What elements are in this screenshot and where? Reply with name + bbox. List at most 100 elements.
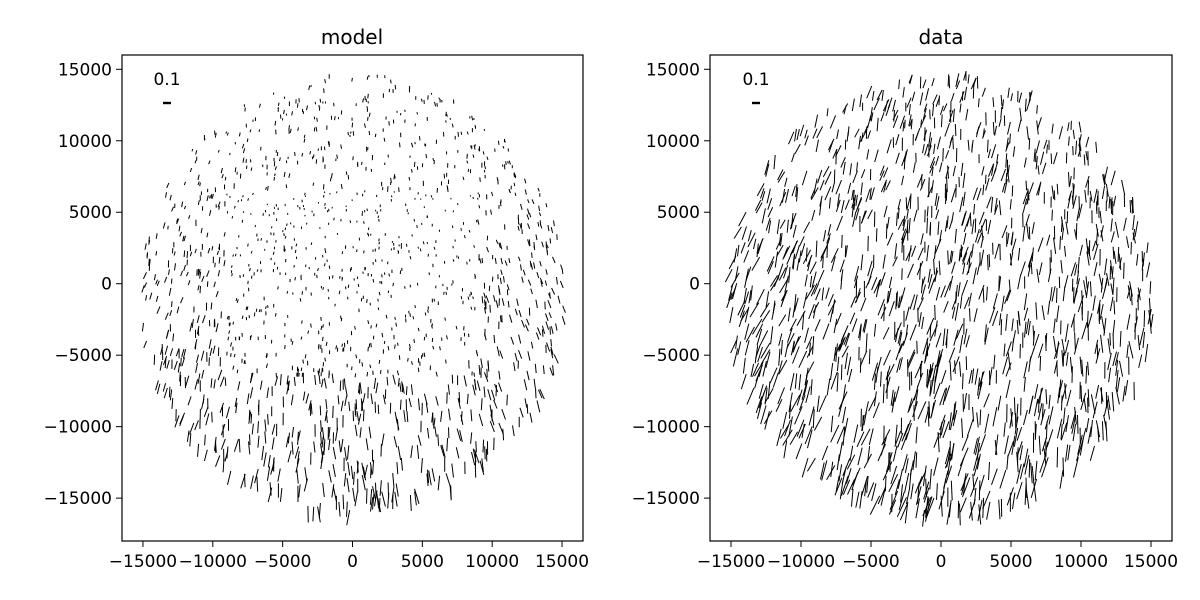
whisker — [1037, 181, 1042, 196]
whisker — [780, 339, 783, 355]
whisker — [935, 286, 941, 301]
whisker — [1085, 238, 1089, 255]
whisker — [794, 143, 801, 155]
whisker — [416, 445, 420, 459]
whisker — [261, 446, 265, 461]
whisker — [1068, 190, 1073, 201]
whisker — [1085, 418, 1090, 433]
whisker — [314, 375, 317, 385]
whisker — [1038, 343, 1044, 358]
whisker — [1076, 270, 1080, 285]
whisker — [518, 256, 521, 262]
whisker — [803, 221, 811, 234]
whisker — [1065, 444, 1069, 462]
whisker — [234, 253, 237, 257]
whisker — [758, 360, 764, 377]
whisker — [764, 411, 770, 430]
whisker — [537, 222, 540, 227]
whisker — [755, 202, 763, 214]
whisker — [893, 109, 895, 122]
whisker — [858, 135, 861, 150]
whisker — [296, 103, 299, 108]
whisker — [231, 265, 233, 268]
whisker — [889, 490, 899, 510]
whisker — [1030, 262, 1033, 275]
whisker — [256, 269, 259, 272]
whisker — [1068, 136, 1070, 146]
whisker — [897, 218, 905, 230]
whisker — [527, 239, 530, 246]
whisker — [765, 163, 770, 177]
whisker — [1025, 180, 1028, 191]
whisker — [265, 306, 267, 309]
whisker — [854, 265, 860, 282]
whisker — [788, 392, 793, 412]
whisker — [846, 356, 852, 376]
whisker — [909, 324, 917, 341]
whisker — [259, 380, 263, 390]
whisker — [784, 177, 788, 187]
whisker — [218, 206, 220, 210]
whisker — [213, 281, 216, 288]
whisker — [1014, 416, 1019, 435]
whisker — [1100, 225, 1104, 238]
whisker — [392, 374, 396, 385]
whisker — [925, 497, 935, 519]
whisker — [844, 333, 851, 347]
whisker — [782, 247, 789, 260]
whisker — [448, 408, 451, 421]
whisker — [377, 404, 380, 415]
whisker — [1094, 339, 1099, 354]
whisker — [329, 177, 332, 182]
whisker — [387, 345, 390, 351]
whisker — [854, 128, 860, 138]
whisker — [788, 131, 795, 145]
whisker — [284, 249, 286, 252]
whisker — [823, 230, 827, 242]
whisker — [819, 200, 822, 216]
whisker — [180, 270, 183, 277]
whisker — [297, 430, 301, 442]
x-tick-label: 15000 — [535, 552, 589, 572]
whisker — [982, 287, 985, 303]
whisker — [296, 469, 299, 484]
whisker — [462, 176, 465, 181]
whisker — [1104, 258, 1108, 275]
whisker — [546, 342, 551, 352]
whisker — [523, 379, 528, 391]
whisker — [1046, 234, 1051, 246]
whisker — [835, 149, 837, 165]
whisker — [250, 250, 253, 254]
whisker — [849, 312, 856, 325]
whisker — [219, 376, 225, 387]
whisker — [408, 176, 411, 181]
whisker — [860, 169, 866, 179]
whisker — [912, 451, 916, 471]
whisker — [382, 394, 386, 405]
whisker — [959, 196, 964, 213]
whisker — [998, 275, 1000, 292]
whisker — [894, 430, 902, 447]
whisker — [997, 395, 1002, 411]
whisker — [971, 368, 975, 384]
whisker — [286, 291, 289, 294]
whisker — [540, 280, 543, 287]
whisker — [1039, 355, 1042, 371]
whisker — [265, 186, 267, 190]
whisker — [789, 318, 797, 332]
whisker — [822, 166, 830, 178]
whisker — [533, 262, 536, 269]
whisker — [992, 310, 999, 326]
whisker — [374, 133, 377, 138]
whisker — [470, 306, 473, 310]
whisker — [1129, 200, 1132, 213]
whisker — [155, 233, 158, 239]
whisker — [842, 384, 846, 402]
whisker — [909, 74, 913, 85]
whisker — [213, 379, 216, 389]
whisker — [522, 269, 526, 276]
whisker — [724, 268, 733, 283]
whisker — [466, 153, 468, 159]
whisker — [1037, 403, 1043, 420]
